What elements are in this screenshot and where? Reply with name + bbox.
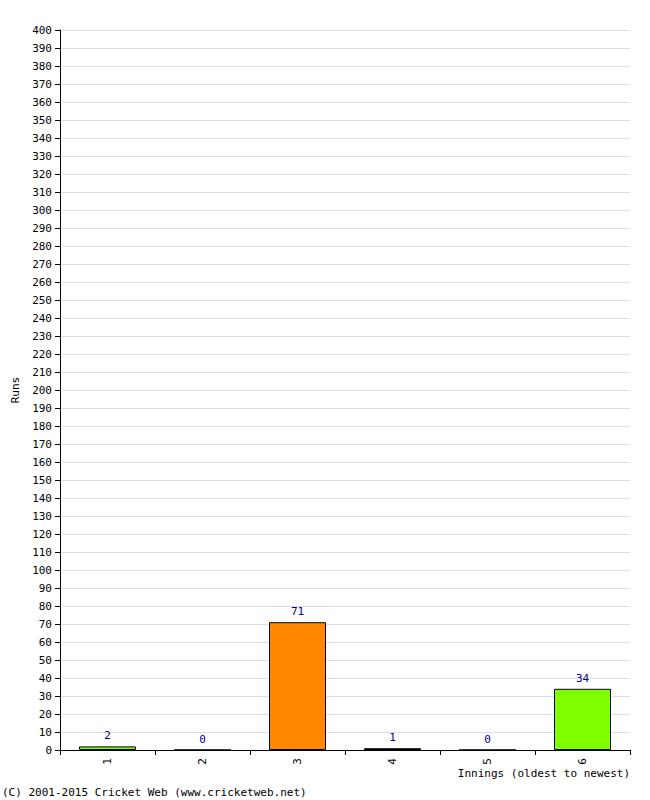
svg-text:1: 1 — [389, 731, 396, 744]
svg-text:220: 220 — [32, 348, 52, 361]
svg-text:2: 2 — [104, 729, 111, 742]
svg-text:210: 210 — [32, 366, 52, 379]
svg-text:0: 0 — [484, 733, 491, 746]
svg-text:150: 150 — [32, 474, 52, 487]
svg-text:190: 190 — [32, 402, 52, 415]
svg-text:80: 80 — [39, 600, 52, 613]
svg-text:1: 1 — [101, 758, 114, 765]
svg-text:50: 50 — [39, 654, 52, 667]
svg-text:340: 340 — [32, 132, 52, 145]
svg-text:6: 6 — [576, 758, 589, 765]
svg-text:Runs: Runs — [9, 377, 22, 404]
svg-text:5: 5 — [481, 758, 494, 765]
svg-text:0: 0 — [199, 733, 206, 746]
svg-text:230: 230 — [32, 330, 52, 343]
svg-text:240: 240 — [32, 312, 52, 325]
svg-text:90: 90 — [39, 582, 52, 595]
svg-text:400: 400 — [32, 24, 52, 37]
svg-text:390: 390 — [32, 42, 52, 55]
svg-text:310: 310 — [32, 186, 52, 199]
svg-text:2: 2 — [196, 758, 209, 765]
svg-text:71: 71 — [291, 605, 304, 618]
svg-text:34: 34 — [576, 672, 590, 685]
svg-text:290: 290 — [32, 222, 52, 235]
svg-text:60: 60 — [39, 636, 52, 649]
svg-text:280: 280 — [32, 240, 52, 253]
svg-text:160: 160 — [32, 456, 52, 469]
svg-text:300: 300 — [32, 204, 52, 217]
svg-text:120: 120 — [32, 528, 52, 541]
svg-text:170: 170 — [32, 438, 52, 451]
svg-text:3: 3 — [291, 758, 304, 765]
svg-text:4: 4 — [386, 758, 399, 765]
svg-text:180: 180 — [32, 420, 52, 433]
svg-text:70: 70 — [39, 618, 52, 631]
svg-text:330: 330 — [32, 150, 52, 163]
svg-text:Innings (oldest to newest): Innings (oldest to newest) — [458, 767, 630, 780]
svg-text:200: 200 — [32, 384, 52, 397]
svg-text:360: 360 — [32, 96, 52, 109]
svg-text:250: 250 — [32, 294, 52, 307]
svg-text:350: 350 — [32, 114, 52, 127]
svg-text:0: 0 — [45, 744, 52, 757]
svg-text:20: 20 — [39, 708, 52, 721]
svg-text:110: 110 — [32, 546, 52, 559]
svg-text:40: 40 — [39, 672, 52, 685]
svg-text:(C) 2001-2015 Cricket Web (www: (C) 2001-2015 Cricket Web (www.cricketwe… — [2, 786, 307, 799]
svg-text:380: 380 — [32, 60, 52, 73]
svg-text:10: 10 — [39, 726, 52, 739]
svg-text:270: 270 — [32, 258, 52, 271]
svg-text:30: 30 — [39, 690, 52, 703]
svg-text:320: 320 — [32, 168, 52, 181]
svg-text:130: 130 — [32, 510, 52, 523]
svg-text:370: 370 — [32, 78, 52, 91]
svg-text:140: 140 — [32, 492, 52, 505]
svg-text:100: 100 — [32, 564, 52, 577]
svg-text:260: 260 — [32, 276, 52, 289]
